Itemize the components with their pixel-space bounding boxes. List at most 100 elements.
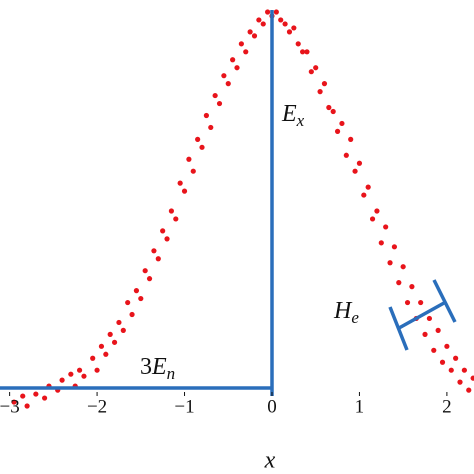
x-tick-label: 1 <box>355 396 365 417</box>
point <box>146 276 153 282</box>
he-cap <box>388 306 409 351</box>
point <box>33 391 39 397</box>
point <box>68 371 74 377</box>
point <box>453 355 459 361</box>
point <box>155 256 161 262</box>
annotation: He <box>333 298 359 327</box>
point <box>265 9 271 15</box>
point <box>404 299 411 306</box>
point <box>343 152 349 158</box>
point <box>195 136 201 142</box>
point <box>212 92 218 99</box>
point <box>177 180 183 186</box>
point <box>418 299 424 306</box>
point <box>304 49 310 55</box>
point <box>369 216 376 222</box>
point <box>339 120 345 127</box>
x-tick-label: 2 <box>442 396 452 417</box>
point <box>238 41 244 47</box>
point <box>457 379 463 385</box>
point <box>391 244 398 250</box>
point <box>348 136 354 142</box>
point <box>273 9 279 15</box>
point <box>234 65 240 71</box>
he-bar <box>398 301 445 330</box>
point <box>422 331 428 337</box>
point <box>216 100 223 107</box>
point <box>94 367 100 373</box>
x-tick-label: −3 <box>0 396 20 417</box>
point <box>142 268 148 274</box>
point <box>42 395 48 401</box>
x-tick-label: −2 <box>87 396 107 417</box>
point <box>59 377 65 383</box>
point <box>129 311 135 318</box>
point <box>286 29 293 35</box>
point <box>260 21 266 27</box>
point <box>396 280 402 286</box>
point <box>299 49 306 55</box>
point <box>103 351 109 357</box>
x-tick-label: −1 <box>174 396 194 417</box>
point <box>203 112 209 119</box>
point <box>164 236 170 242</box>
point <box>120 327 126 333</box>
point <box>308 69 314 75</box>
point <box>24 403 30 409</box>
point <box>295 41 301 47</box>
point <box>383 224 389 230</box>
points <box>11 9 474 409</box>
point <box>282 21 288 27</box>
point <box>221 73 227 79</box>
point <box>278 17 284 23</box>
point <box>181 188 188 194</box>
he-cap <box>432 279 457 323</box>
point <box>330 108 336 115</box>
point <box>133 288 140 294</box>
annotation: 3En <box>140 354 175 383</box>
point <box>361 192 367 198</box>
point <box>173 216 179 222</box>
point <box>251 33 258 39</box>
point <box>20 393 26 399</box>
point <box>208 124 214 131</box>
point <box>160 228 166 234</box>
point <box>107 331 113 337</box>
point <box>225 81 231 87</box>
point <box>470 375 474 381</box>
point <box>168 208 175 214</box>
point <box>409 284 415 290</box>
point <box>365 184 371 190</box>
x-axis-label: x <box>264 448 276 474</box>
point <box>230 57 236 63</box>
point <box>138 295 144 302</box>
point <box>256 17 262 23</box>
point <box>435 327 441 333</box>
point <box>444 343 450 349</box>
point <box>313 65 319 71</box>
point <box>461 367 467 373</box>
point <box>356 160 363 166</box>
point <box>334 128 341 134</box>
point <box>291 25 297 31</box>
point <box>76 367 83 373</box>
point <box>151 248 157 254</box>
point <box>11 399 17 405</box>
point <box>439 359 446 365</box>
point <box>378 240 384 246</box>
point <box>448 367 454 373</box>
annotation: Ex <box>281 101 305 130</box>
point <box>374 208 380 214</box>
point <box>387 260 393 266</box>
point <box>326 104 332 111</box>
point <box>98 343 105 349</box>
point <box>199 144 205 150</box>
point <box>243 49 249 55</box>
point <box>317 89 323 95</box>
point <box>426 315 432 322</box>
x-tick-label: 0 <box>267 396 277 417</box>
point <box>111 339 118 345</box>
point <box>125 299 131 306</box>
point <box>81 373 87 379</box>
